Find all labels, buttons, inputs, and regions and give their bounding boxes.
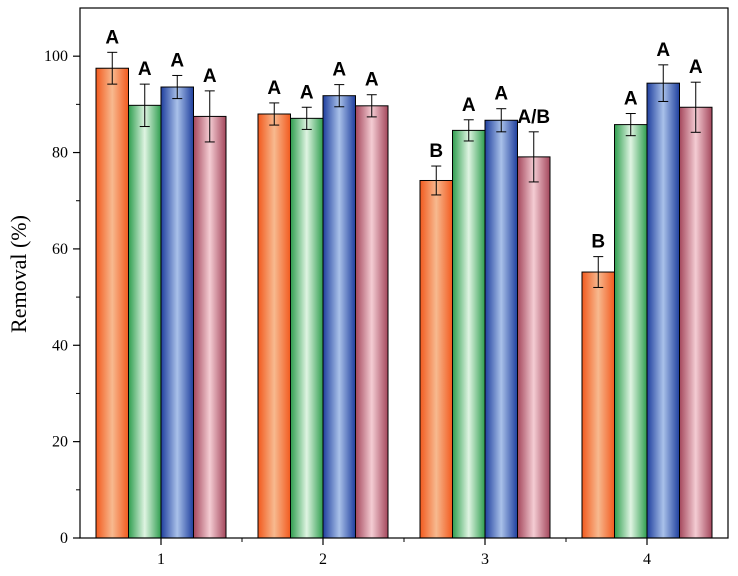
bars-layer [95, 67, 713, 539]
sig-label-series-1-cat-3: B [429, 141, 443, 162]
bar-series-1-cat-4 [581, 271, 615, 539]
bar-series-1-cat-2 [257, 113, 291, 539]
sig-label-series-4-cat-3: A/B [517, 107, 550, 128]
bar-series-4-cat-4 [679, 106, 713, 539]
sig-label-series-4-cat-1: A [203, 66, 217, 87]
sig-label-series-2-cat-1: A [138, 59, 152, 80]
error-bar-series-1-cat-1 [107, 51, 118, 85]
error-bar-series-3-cat-2 [334, 84, 345, 108]
bar-series-4-cat-3 [517, 156, 551, 539]
sig-label-series-3-cat-4: A [656, 40, 670, 61]
error-bar-series-3-cat-1 [172, 74, 183, 100]
y-tick-label-20: 20 [52, 434, 68, 451]
error-bar-series-1-cat-4 [593, 256, 604, 288]
sig-label-series-1-cat-1: A [105, 27, 119, 48]
error-bar-series-4-cat-1 [204, 90, 215, 143]
x-tick-label-3: 3 [481, 551, 489, 568]
bar-series-4-cat-2 [355, 105, 389, 539]
error-bar-series-2-cat-3 [463, 119, 474, 142]
error-bar-series-2-cat-2 [301, 106, 312, 130]
error-bar-series-3-cat-4 [658, 64, 669, 102]
error-bar-series-2-cat-4 [625, 113, 636, 137]
sig-label-series-4-cat-4: A [689, 57, 703, 78]
bar-series-3-cat-2 [322, 95, 356, 539]
y-tick-label-0: 0 [60, 530, 68, 547]
error-bar-series-4-cat-2 [366, 94, 377, 118]
sig-label-series-3-cat-1: A [170, 50, 184, 71]
error-bar-series-1-cat-3 [431, 165, 442, 196]
sig-label-series-3-cat-2: A [332, 60, 346, 81]
sig-label-series-2-cat-4: A [624, 89, 638, 110]
y-tick-label-80: 80 [52, 145, 68, 162]
x-tick-label-4: 4 [643, 551, 651, 568]
axes-layer: 0 20 40 60 80 100 1 2 3 4 [44, 7, 729, 568]
bar-series-1-cat-3 [419, 179, 453, 539]
y-tick-label-40: 40 [52, 337, 68, 354]
y-tick-label-60: 60 [52, 241, 68, 258]
y-tick-label-100: 100 [44, 48, 68, 65]
bar-series-3-cat-4 [646, 82, 680, 539]
bar-series-4-cat-1 [193, 115, 227, 539]
sig-label-series-2-cat-3: A [462, 95, 476, 116]
error-bars-layer [107, 51, 701, 288]
x-tick-label-1: 1 [157, 551, 165, 568]
error-bar-series-4-cat-3 [528, 131, 539, 183]
sig-label-series-4-cat-2: A [365, 70, 379, 91]
sig-label-series-3-cat-3: A [494, 84, 508, 105]
error-bar-series-4-cat-4 [690, 81, 701, 133]
y-axis-title: Removal (%) [6, 215, 31, 333]
sig-label-series-1-cat-2: A [267, 78, 281, 99]
bar-series-2-cat-4 [614, 124, 648, 539]
error-bar-series-3-cat-3 [496, 108, 507, 133]
bar-series-3-cat-1 [160, 86, 194, 539]
error-bar-series-1-cat-2 [269, 102, 280, 126]
bar-series-2-cat-3 [452, 129, 486, 539]
bar-series-2-cat-1 [128, 104, 162, 539]
sig-label-series-1-cat-4: B [591, 232, 605, 253]
sig-label-series-2-cat-2: A [300, 82, 314, 103]
bar-series-1-cat-1 [95, 67, 129, 539]
x-tick-label-2: 2 [319, 551, 327, 568]
error-bar-series-2-cat-1 [139, 83, 150, 128]
bar-series-2-cat-2 [290, 117, 324, 539]
bar-series-3-cat-3 [484, 119, 518, 539]
